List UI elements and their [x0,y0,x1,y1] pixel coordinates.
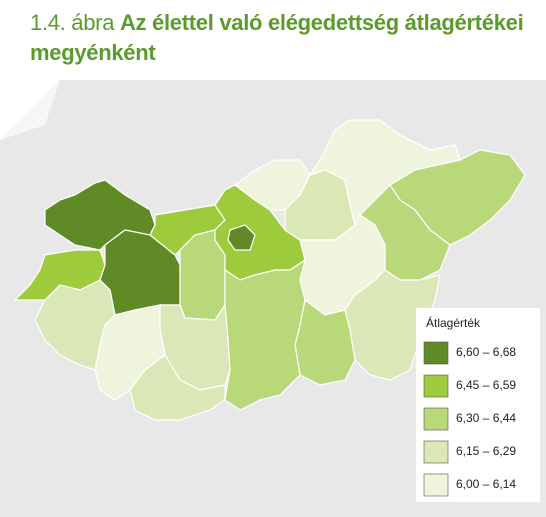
legend-label: 6,30 – 6,44 [456,411,516,425]
county [34,279,116,371]
legend-label: 6,60 – 6,68 [456,345,516,359]
legend-label: 6,15 – 6,29 [456,444,516,458]
legend-title: Átlagérték [426,315,481,330]
legend-label: 6,00 – 6,14 [456,477,516,491]
legend-label: 6,45 – 6,59 [456,378,516,392]
legend-swatch [423,473,449,497]
legend-swatch [423,407,449,431]
title: Az élettel való elégedettség átlagértéke… [30,10,524,65]
figure-title: 1.4. ábra Az élettel való elégedettség á… [30,8,540,68]
regions [13,119,526,421]
page-fold [0,80,60,140]
legend-swatch [423,341,449,365]
figure-label: 1.4. ábra [30,10,115,35]
legend-swatch [423,374,449,398]
legend-box [416,308,540,502]
legend: 6,60 – 6,68 6,45 – 6,59 6,30 – 6,44 6,15 – … [423,341,516,497]
county [227,224,256,251]
legend-swatch [423,440,449,464]
